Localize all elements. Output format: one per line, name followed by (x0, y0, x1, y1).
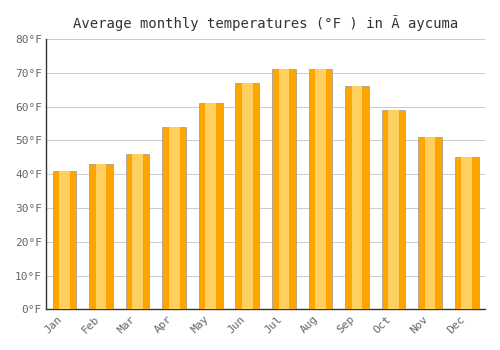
Bar (455, 158, 478, 309)
Bar (382, 110, 406, 309)
Bar (89, 164, 113, 309)
Bar (169, 127, 179, 309)
Bar (132, 154, 143, 309)
Bar (308, 70, 332, 309)
Title: Average monthly temperatures (°F ) in Ã aycuma: Average monthly temperatures (°F ) in Ã … (73, 15, 458, 31)
Bar (52, 171, 76, 309)
Bar (418, 137, 442, 309)
Bar (278, 70, 289, 309)
Bar (272, 70, 296, 309)
Bar (315, 70, 326, 309)
Bar (242, 83, 252, 309)
Bar (199, 103, 222, 309)
Bar (162, 127, 186, 309)
Bar (425, 137, 436, 309)
Bar (236, 83, 259, 309)
Bar (388, 110, 399, 309)
Bar (126, 154, 150, 309)
Bar (462, 158, 472, 309)
Bar (206, 103, 216, 309)
Bar (96, 164, 106, 309)
Bar (352, 86, 362, 309)
Bar (59, 171, 70, 309)
Bar (345, 86, 369, 309)
